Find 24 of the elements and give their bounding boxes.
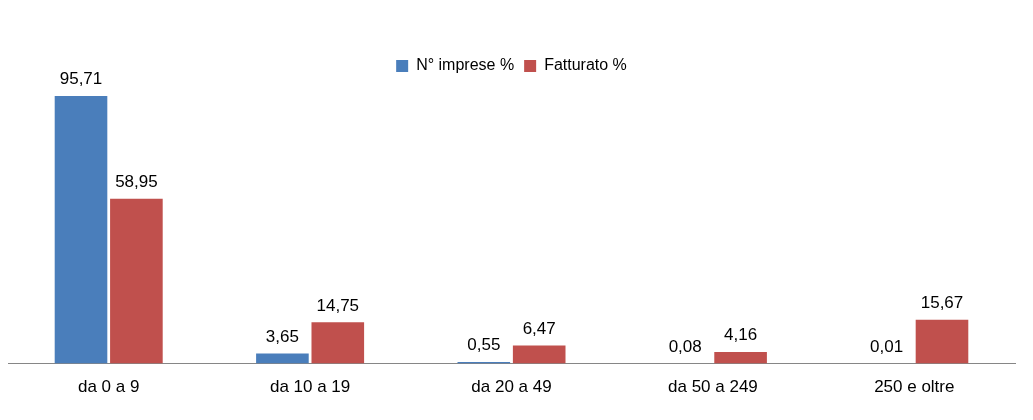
x-tick-label: da 20 a 49 (471, 377, 552, 397)
legend-label: N° imprese % (416, 56, 515, 74)
data-label: 14,75 (316, 295, 360, 315)
x-tick-label: da 10 a 19 (269, 377, 351, 397)
bar (915, 319, 969, 364)
data-label: 6,47 (522, 318, 556, 338)
bar (54, 96, 108, 364)
x-tick-label: da 0 a 9 (77, 377, 140, 397)
bar (256, 353, 309, 364)
x-tick-label: 250 e oltre (874, 377, 955, 397)
x-tick-label: da 50 a 249 (667, 377, 758, 397)
bar (311, 322, 365, 364)
data-label: 58,95 (115, 171, 158, 191)
data-label: 4,16 (724, 325, 758, 345)
data-label: 15,67 (920, 292, 964, 312)
data-label: 0,08 (668, 336, 702, 356)
data-label: 0,55 (467, 335, 501, 355)
data-label: 3,65 (265, 326, 299, 346)
bar (714, 351, 767, 364)
bar (512, 345, 566, 364)
bar (110, 198, 163, 364)
legend-label: Fatturato % (544, 56, 627, 74)
data-label: 95,71 (59, 69, 103, 89)
data-label: 0,01 (870, 336, 904, 356)
